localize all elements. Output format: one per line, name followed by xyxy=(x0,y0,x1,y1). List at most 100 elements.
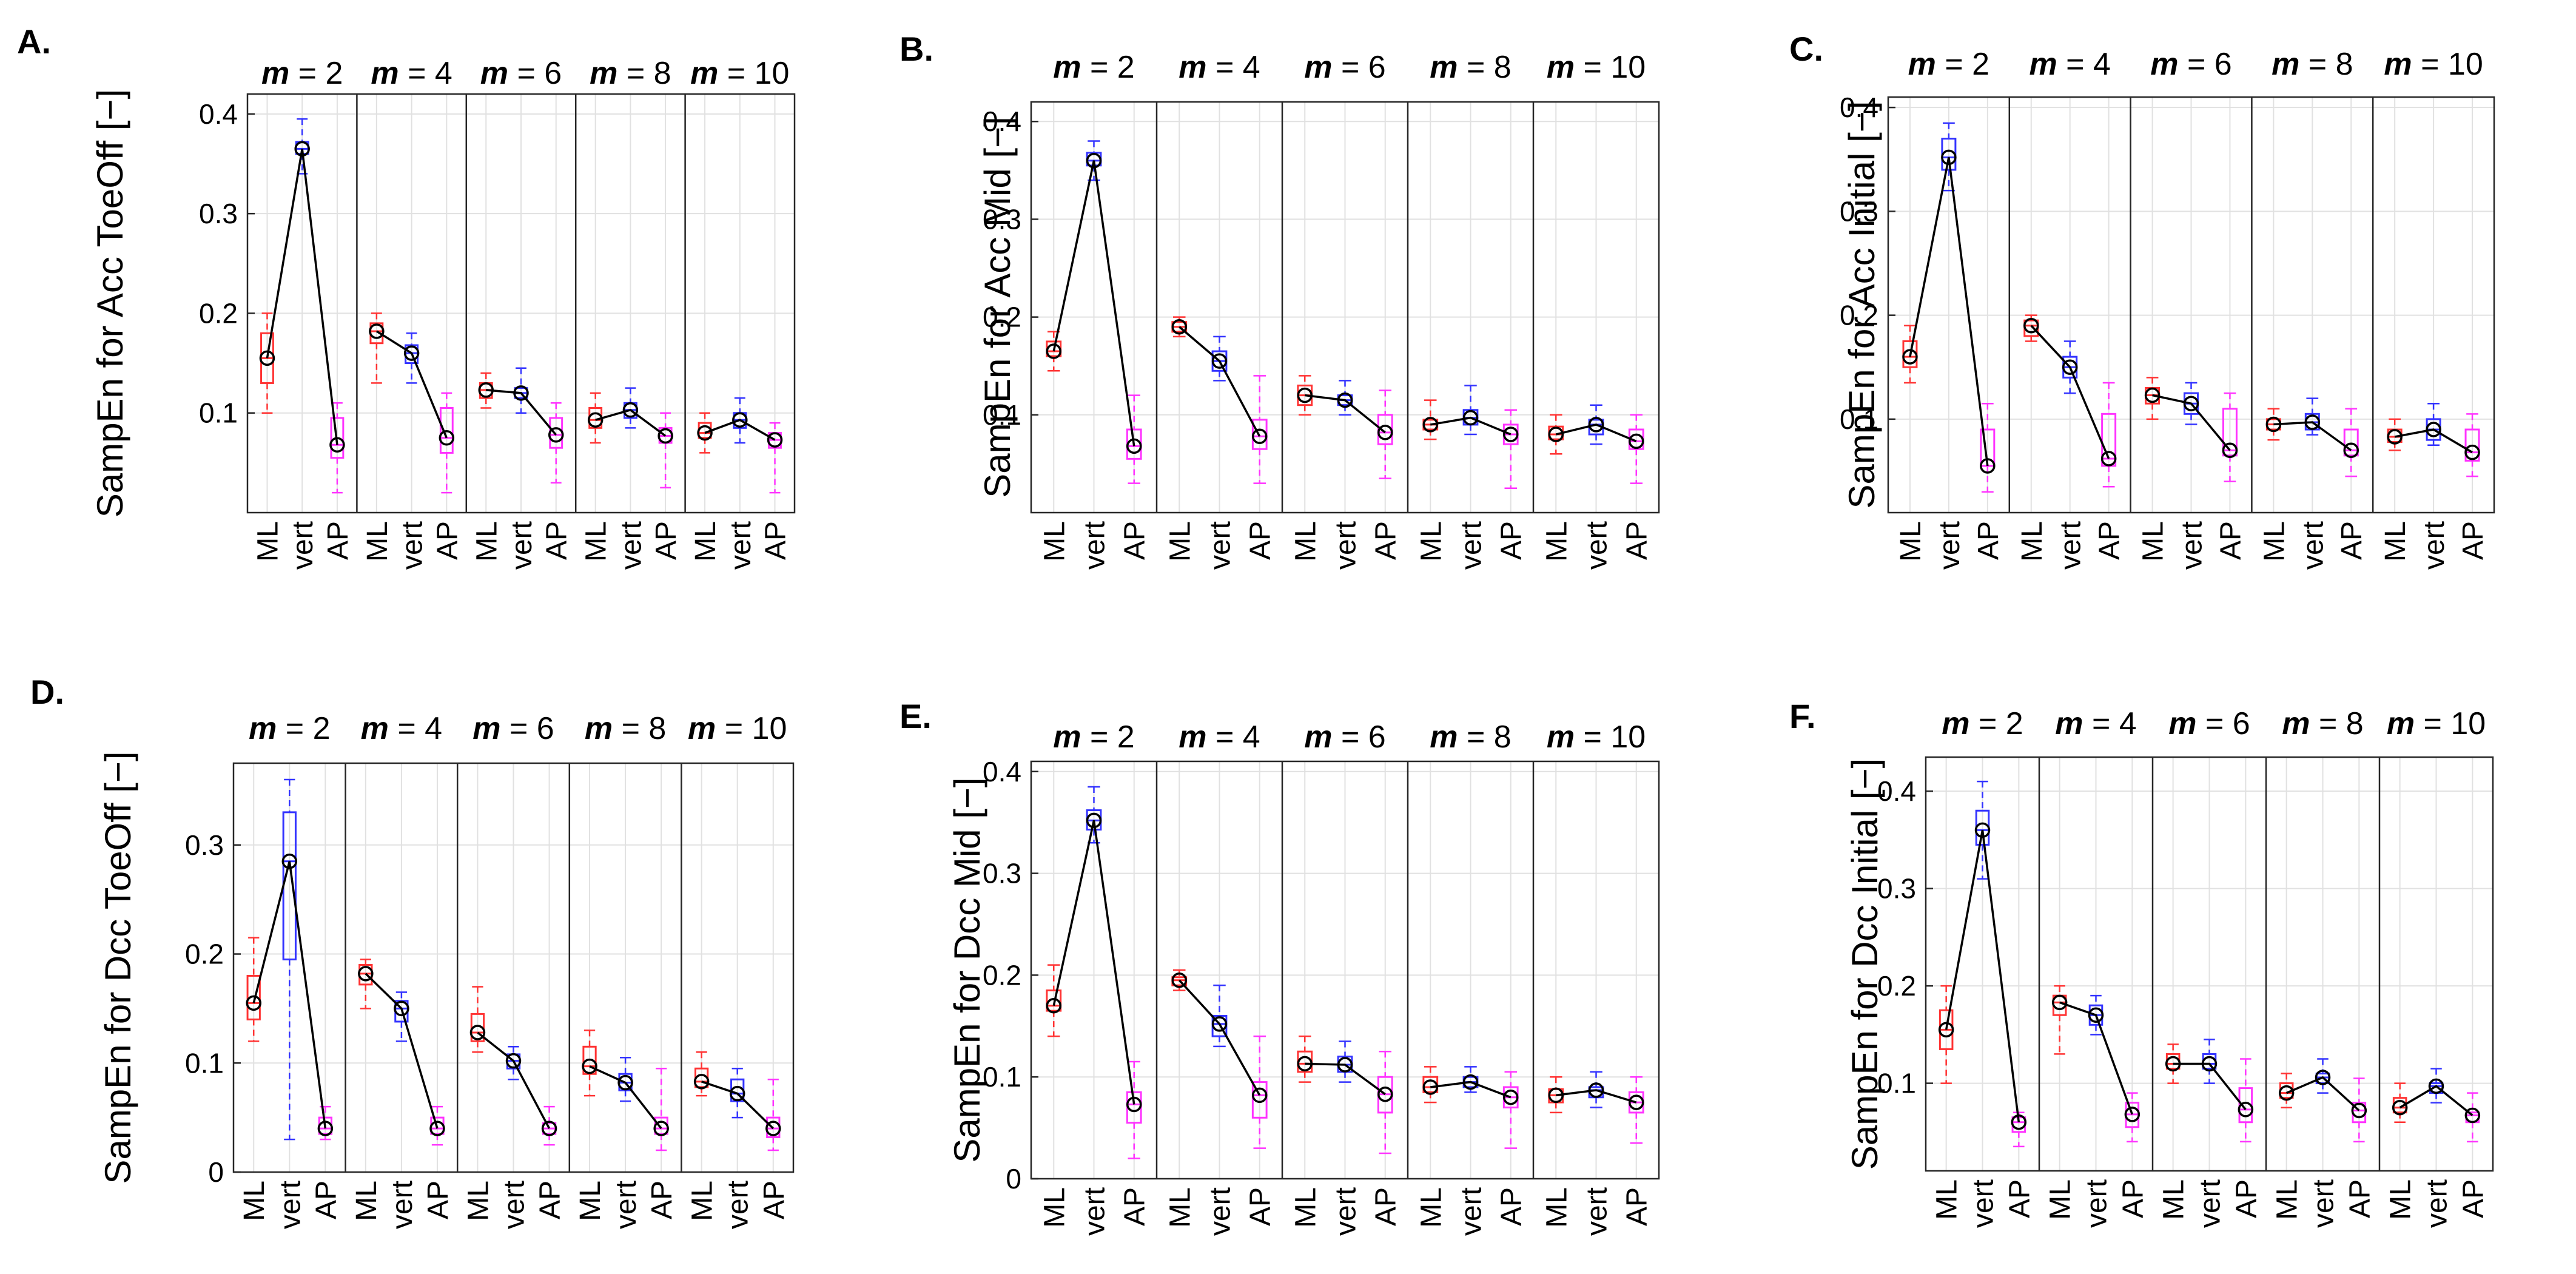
median-marker xyxy=(697,425,713,441)
m-value: = 8 xyxy=(2299,47,2353,82)
median-marker xyxy=(1126,438,1142,454)
category-label-vert: vert xyxy=(2297,521,2329,570)
category-label-vert: vert xyxy=(725,521,757,570)
median-marker xyxy=(2392,1099,2408,1116)
category-label-ap: AP xyxy=(534,1181,567,1219)
m-label: m = 2 xyxy=(1908,47,1989,82)
category-label-ap: AP xyxy=(541,521,573,560)
median-connector xyxy=(1305,1062,1386,1096)
median-connector xyxy=(1052,820,1135,1105)
m-label: m = 4 xyxy=(2029,47,2110,82)
m-symbol: m xyxy=(1547,50,1575,85)
category-label-ml: ML xyxy=(574,1181,607,1221)
category-label-ml: ML xyxy=(1541,1187,1573,1228)
category-label-ap: AP xyxy=(1621,521,1653,560)
median-marker xyxy=(1548,1087,1564,1104)
median-marker xyxy=(1086,812,1102,829)
median-marker xyxy=(505,1053,522,1069)
category-label-ml: ML xyxy=(1164,521,1196,562)
median-marker xyxy=(2343,442,2359,458)
y-tick-label: 0.3 xyxy=(185,829,224,861)
m-symbol: m xyxy=(1430,50,1458,85)
category-label-vert: vert xyxy=(2055,521,2087,570)
m-value: = 8 xyxy=(1458,50,1512,85)
m-value: = 6 xyxy=(508,56,562,91)
category-label-ap: AP xyxy=(2457,521,2489,560)
m-symbol: m xyxy=(472,711,500,746)
category-label-ap: AP xyxy=(310,1181,342,1219)
category-label-ap: AP xyxy=(2336,521,2368,560)
m-symbol: m xyxy=(1547,720,1575,755)
m-symbol: m xyxy=(690,56,718,91)
category-label-ap: AP xyxy=(431,521,463,560)
median-marker xyxy=(246,995,261,1011)
plot-frame xyxy=(246,93,796,514)
median-marker xyxy=(513,385,529,401)
category-label-ap: AP xyxy=(1496,521,1528,560)
median-marker xyxy=(2201,1056,2218,1072)
y-axis-label: SampEn for Acc Initial [−] xyxy=(1841,101,1882,509)
category-label-ml: ML xyxy=(2385,1179,2417,1220)
category-label-vert: vert xyxy=(1330,1187,1362,1236)
y-tick-label: 0 xyxy=(1006,1163,1021,1195)
plot-frame xyxy=(232,762,795,1173)
m-label: m = 6 xyxy=(1304,720,1385,755)
median-marker xyxy=(1046,343,1062,359)
category-label-vert: vert xyxy=(274,1181,306,1229)
category-label-ap: AP xyxy=(760,521,792,560)
median-marker xyxy=(1588,417,1604,433)
median-marker xyxy=(587,412,604,428)
category-label-vert: vert xyxy=(2194,1179,2227,1228)
median-marker xyxy=(1548,426,1564,442)
median-marker xyxy=(541,1121,557,1136)
median-marker xyxy=(1502,1090,1519,1105)
box-ml xyxy=(1046,989,1062,1012)
category-label-ap: AP xyxy=(1245,521,1277,560)
median-marker xyxy=(2088,1007,2104,1023)
median-marker xyxy=(1297,387,1313,403)
m-value: = 2 xyxy=(1081,50,1135,85)
category-label-ml: ML xyxy=(1290,1187,1322,1228)
m-label: m = 10 xyxy=(690,56,789,91)
m-value: = 10 xyxy=(716,711,787,746)
median-marker xyxy=(358,966,374,982)
median-marker xyxy=(1086,152,1102,169)
category-label-vert: vert xyxy=(1581,521,1613,570)
category-label-ap: AP xyxy=(2344,1179,2376,1218)
category-label-vert: vert xyxy=(499,1181,531,1229)
plot-frame xyxy=(1925,756,2494,1172)
category-label-vert: vert xyxy=(1934,521,1966,570)
median-connector xyxy=(1945,830,2020,1122)
median-marker xyxy=(1938,1022,1954,1038)
m-value: = 4 xyxy=(399,56,452,91)
median-marker xyxy=(317,1121,334,1136)
m-value: = 6 xyxy=(2179,47,2232,82)
m-value: = 4 xyxy=(1207,720,1260,755)
box-ml xyxy=(470,1013,485,1042)
y-tick-label: 0.1 xyxy=(1877,1068,1916,1099)
median-marker xyxy=(2428,1078,2444,1094)
median-connector xyxy=(1430,416,1512,436)
median-marker xyxy=(429,1121,445,1136)
category-label-vert: vert xyxy=(1456,521,1488,570)
m-symbol: m xyxy=(1430,720,1458,755)
m-label: m = 2 xyxy=(1942,706,2023,741)
chart-panel-d: 0 0.1 0.2 0.3 SampEn for Dcc ToeOff [−] D. m =… xyxy=(30,673,795,1229)
m-value: = 2 xyxy=(277,711,330,746)
median-marker xyxy=(2238,1102,2254,1117)
category-label-vert: vert xyxy=(386,1181,419,1229)
median-marker xyxy=(1211,353,1228,369)
category-label-ml: ML xyxy=(690,521,722,562)
median-connector xyxy=(477,1031,551,1129)
median-marker xyxy=(732,412,748,428)
category-label-vert: vert xyxy=(1330,521,1362,570)
m-value: = 8 xyxy=(617,56,671,91)
category-label-ap: AP xyxy=(322,521,354,560)
category-label-vert: vert xyxy=(2421,1179,2453,1228)
category-label-ml: ML xyxy=(2379,521,2412,562)
y-tick-label: 0.3 xyxy=(1840,195,1878,227)
m-value: = 4 xyxy=(2057,47,2111,82)
median-marker xyxy=(2265,416,2282,433)
